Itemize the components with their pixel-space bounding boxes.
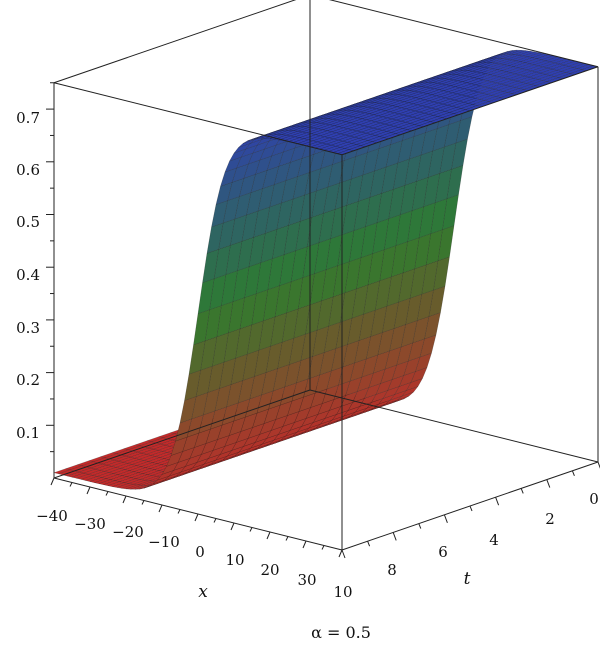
x-tick xyxy=(285,536,289,541)
t-tick-label: 2 xyxy=(545,510,555,528)
t-tick-label: 0 xyxy=(589,490,599,508)
x-axis-title: x xyxy=(198,582,208,602)
x-tick xyxy=(230,522,235,531)
t-tick xyxy=(443,514,448,523)
box-edge xyxy=(309,389,599,463)
x-tick xyxy=(69,482,73,487)
x-tick-label: −40 xyxy=(36,507,68,525)
t-tick-label: 4 xyxy=(489,531,499,549)
t-tick xyxy=(367,541,371,547)
t-axis-title: t xyxy=(464,569,471,589)
z-tick-label: 0.2 xyxy=(16,371,40,389)
x-tick xyxy=(158,504,163,513)
x-tick xyxy=(302,540,307,549)
t-tick xyxy=(546,479,551,488)
x-tick xyxy=(213,518,217,523)
x-tick-label: −20 xyxy=(112,523,144,541)
x-tick xyxy=(338,549,343,558)
t-tick xyxy=(392,532,397,541)
x-tick-label: −30 xyxy=(74,515,106,533)
axes xyxy=(46,82,600,559)
t-tick xyxy=(341,549,346,559)
t-tick xyxy=(520,488,524,494)
box-edge xyxy=(341,66,599,156)
z-tick-label: 0.6 xyxy=(16,161,40,179)
x-tick xyxy=(177,509,181,514)
z-tick-label: 0.1 xyxy=(16,424,40,442)
box-edge xyxy=(53,82,343,156)
x-tick-label: 10 xyxy=(225,551,244,569)
z-tick-label: 0.3 xyxy=(16,319,40,337)
x-tick-label: 20 xyxy=(260,561,279,579)
caption: α = 0.5 xyxy=(311,623,371,642)
surface xyxy=(53,49,599,490)
x-tick xyxy=(105,491,109,496)
x-tick xyxy=(50,477,55,486)
t-tick xyxy=(469,505,473,512)
t-tick-label: 8 xyxy=(387,561,397,579)
box-edge xyxy=(328,0,599,68)
x-tick-label: 0 xyxy=(195,543,205,561)
t-tick xyxy=(495,497,500,506)
t-tick-label: 10 xyxy=(333,583,352,601)
x-tick xyxy=(141,500,145,505)
t-tick xyxy=(418,523,422,529)
box-edge xyxy=(53,389,311,479)
t-tick-label: 6 xyxy=(438,543,448,561)
x-tick xyxy=(194,513,199,522)
x-tick xyxy=(86,486,91,495)
x-tick xyxy=(249,527,253,532)
z-tick-label: 0.4 xyxy=(16,266,40,284)
t-tick xyxy=(571,470,575,476)
x-tick-label: 30 xyxy=(297,571,316,589)
z-tick-label: 0.5 xyxy=(16,213,40,231)
x-tick xyxy=(321,545,325,550)
x-tick xyxy=(122,495,127,504)
x-tick-label: −10 xyxy=(148,533,180,551)
box-edge xyxy=(53,0,297,84)
x-tick xyxy=(266,531,271,540)
z-tick-label: 0.7 xyxy=(16,109,40,127)
